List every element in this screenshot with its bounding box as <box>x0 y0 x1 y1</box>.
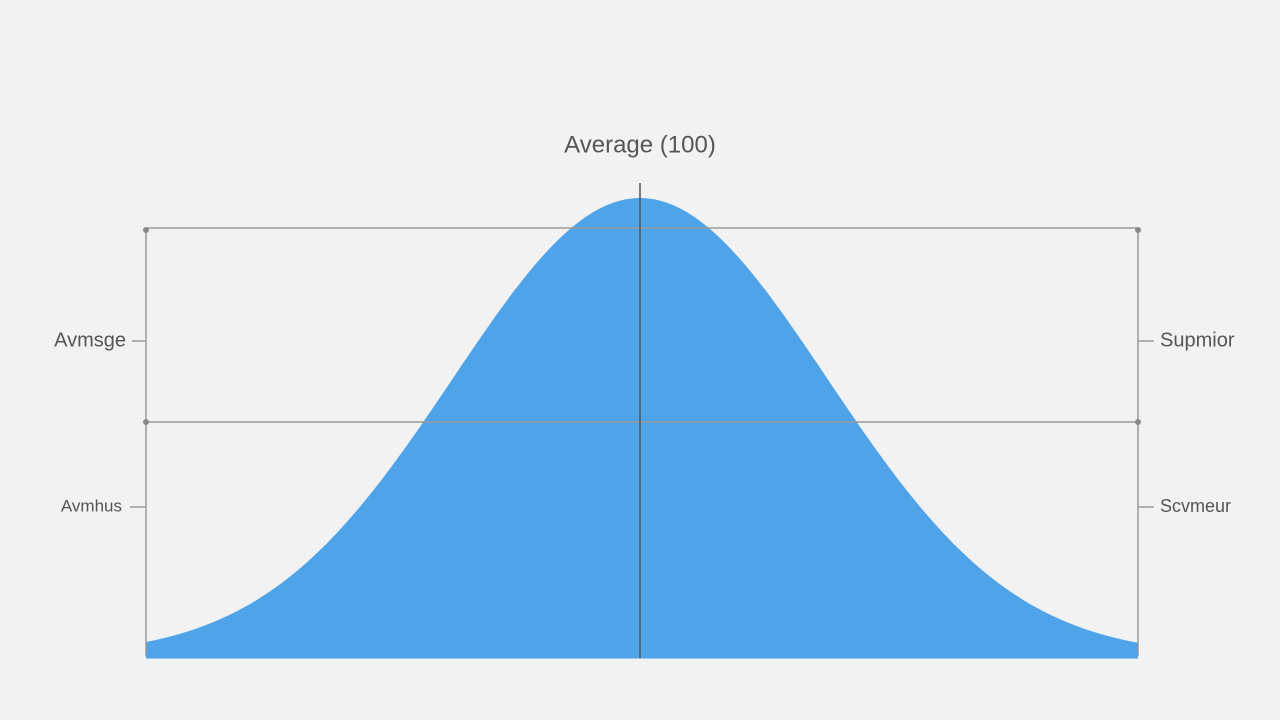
left-label: Avmhus <box>61 496 122 515</box>
right-label: Scvmeur <box>1160 496 1231 516</box>
bell-curve <box>146 198 1138 656</box>
node <box>143 227 149 233</box>
left-label: Avmsge <box>54 329 126 351</box>
right-label: Supmior <box>1160 329 1235 351</box>
node <box>1135 419 1141 425</box>
title: Average (100) <box>564 131 716 158</box>
node <box>143 419 149 425</box>
node <box>1135 227 1141 233</box>
